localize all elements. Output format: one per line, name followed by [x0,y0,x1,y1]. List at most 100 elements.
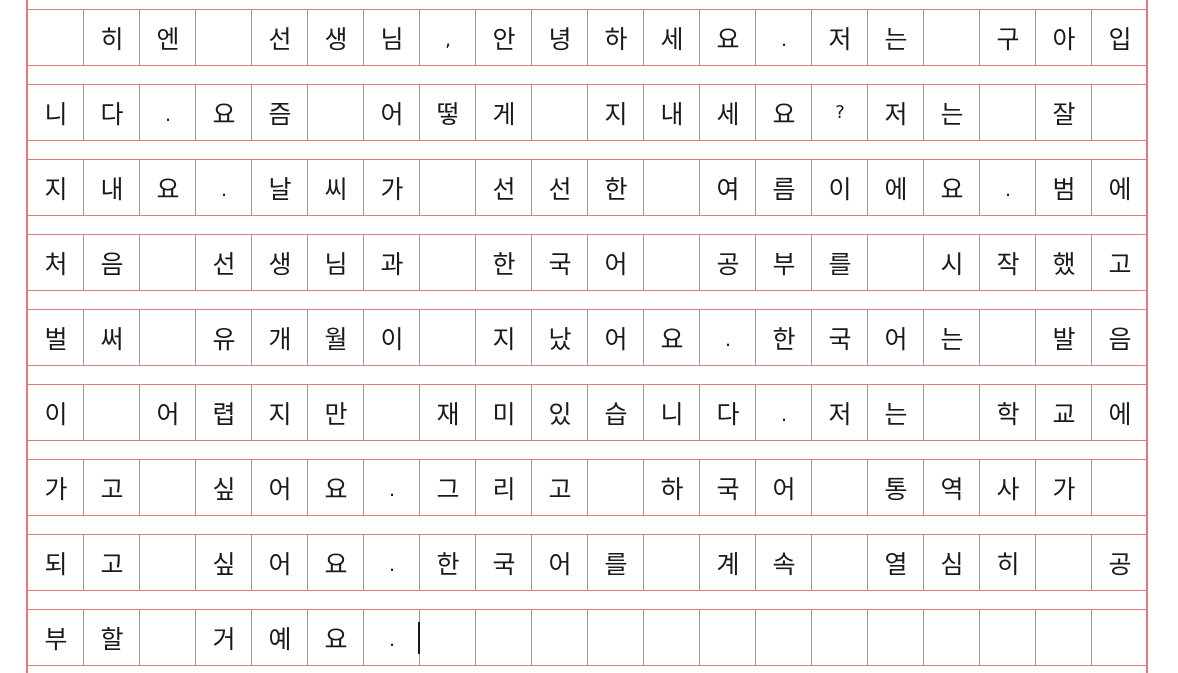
grid-cell[interactable] [812,610,868,665]
grid-cell[interactable]: 어 [268,474,292,504]
grid-cell[interactable]: 유 [212,324,236,354]
grid-cell[interactable]: 났 [548,324,572,354]
grid-cell[interactable]: 여 [716,174,740,204]
grid-cell[interactable] [140,460,196,515]
grid-cell[interactable]: 통 [884,474,908,504]
grid-cell[interactable] [812,535,868,590]
grid-cell[interactable]: 어 [604,249,628,279]
grid-cell[interactable]: 범 [1052,174,1076,204]
grid-cell[interactable]: 계 [716,549,740,579]
grid-cell[interactable]: . [388,479,396,501]
grid-cell[interactable] [812,460,868,515]
grid-cell[interactable]: 이 [380,324,404,354]
grid-cell[interactable]: 구 [996,24,1020,54]
grid-cell[interactable]: 를 [604,549,628,579]
grid-cell[interactable]: 한 [772,324,796,354]
grid-cell[interactable]: 저 [828,24,852,54]
grid-cell[interactable] [1092,85,1148,140]
grid-cell[interactable]: 는 [940,99,964,129]
grid-cell[interactable]: 처 [44,249,68,279]
grid-cell[interactable]: 공 [1108,549,1132,579]
grid-cell[interactable]: 엔 [156,24,180,54]
grid-cell[interactable]: 만 [324,399,348,429]
grid-cell[interactable] [28,10,84,65]
grid-cell[interactable] [588,610,644,665]
grid-cell[interactable]: 어 [604,324,628,354]
grid-cell[interactable] [420,610,476,665]
grid-cell[interactable]: 저 [828,399,852,429]
grid-cell[interactable]: 생 [268,249,292,279]
grid-cell[interactable] [980,610,1036,665]
grid-cell[interactable]: 작 [996,249,1020,279]
grid-cell[interactable]: 음 [1108,324,1132,354]
grid-cell[interactable]: 부 [772,249,796,279]
grid-cell[interactable]: . [388,554,396,576]
grid-cell[interactable] [700,610,756,665]
grid-cell[interactable]: 다 [716,399,740,429]
grid-cell[interactable]: 되 [44,549,68,579]
grid-cell[interactable] [1092,460,1148,515]
grid-cell[interactable]: 세 [716,99,740,129]
grid-cell[interactable]: 를 [828,249,852,279]
grid-cell[interactable]: 녕 [548,24,572,54]
grid-cell[interactable]: 선 [492,174,516,204]
grid-cell[interactable]: 한 [492,249,516,279]
grid-cell[interactable]: 안 [492,24,516,54]
grid-cell[interactable]: 름 [772,174,796,204]
grid-cell[interactable] [924,610,980,665]
grid-cell[interactable] [532,610,588,665]
grid-cell[interactable]: 저 [884,99,908,129]
grid-cell[interactable]: 가 [1052,474,1076,504]
grid-cell[interactable]: 미 [492,399,516,429]
grid-cell[interactable]: 국 [716,474,740,504]
grid-cell[interactable] [140,235,196,290]
grid-cell[interactable]: 어 [548,549,572,579]
grid-cell[interactable] [644,610,700,665]
grid-cell[interactable]: 요 [212,99,236,129]
grid-cell[interactable]: 에 [884,174,908,204]
grid-cell[interactable] [1036,535,1092,590]
grid-cell[interactable]: 한 [604,174,628,204]
grid-cell[interactable]: 요 [324,549,348,579]
grid-cell[interactable]: 이 [828,174,852,204]
grid-cell[interactable]: 렵 [212,399,236,429]
grid-cell[interactable]: 지 [492,324,516,354]
grid-cell[interactable]: 고 [100,474,124,504]
grid-cell[interactable]: . [1004,179,1012,201]
grid-cell[interactable]: 니 [660,399,684,429]
grid-cell[interactable]: 요 [156,174,180,204]
grid-cell[interactable]: 싶 [212,549,236,579]
grid-cell[interactable]: . [220,179,228,201]
grid-cell[interactable]: 한 [436,549,460,579]
grid-cell[interactable] [140,535,196,590]
grid-cell[interactable]: 떻 [436,99,460,129]
grid-cell[interactable]: 벌 [44,324,68,354]
grid-cell[interactable]: 에 [1108,174,1132,204]
grid-cell[interactable] [588,460,644,515]
grid-cell[interactable]: 지 [268,399,292,429]
grid-cell[interactable] [644,235,700,290]
grid-cell[interactable] [196,10,252,65]
grid-cell[interactable]: , [444,29,452,51]
grid-cell[interactable]: 고 [548,474,572,504]
grid-cell[interactable] [364,385,420,440]
grid-cell[interactable]: 어 [268,549,292,579]
grid-cell[interactable]: 어 [380,99,404,129]
grid-cell[interactable]: 요 [660,324,684,354]
grid-cell[interactable]: 공 [716,249,740,279]
grid-cell[interactable] [308,85,364,140]
grid-cell[interactable]: 내 [100,174,124,204]
grid-cell[interactable]: 음 [100,249,124,279]
grid-cell[interactable] [420,310,476,365]
grid-cell[interactable]: 내 [660,99,684,129]
grid-cell[interactable]: 지 [44,174,68,204]
grid-cell[interactable]: 하 [604,24,628,54]
grid-cell[interactable]: 히 [996,549,1020,579]
grid-cell[interactable]: 개 [268,324,292,354]
grid-cell[interactable]: 니 [44,99,68,129]
grid-cell[interactable] [980,310,1036,365]
grid-cell[interactable] [84,385,140,440]
grid-cell[interactable]: 님 [324,249,348,279]
grid-cell[interactable]: 있 [548,399,572,429]
grid-cell[interactable]: 거 [212,624,236,654]
